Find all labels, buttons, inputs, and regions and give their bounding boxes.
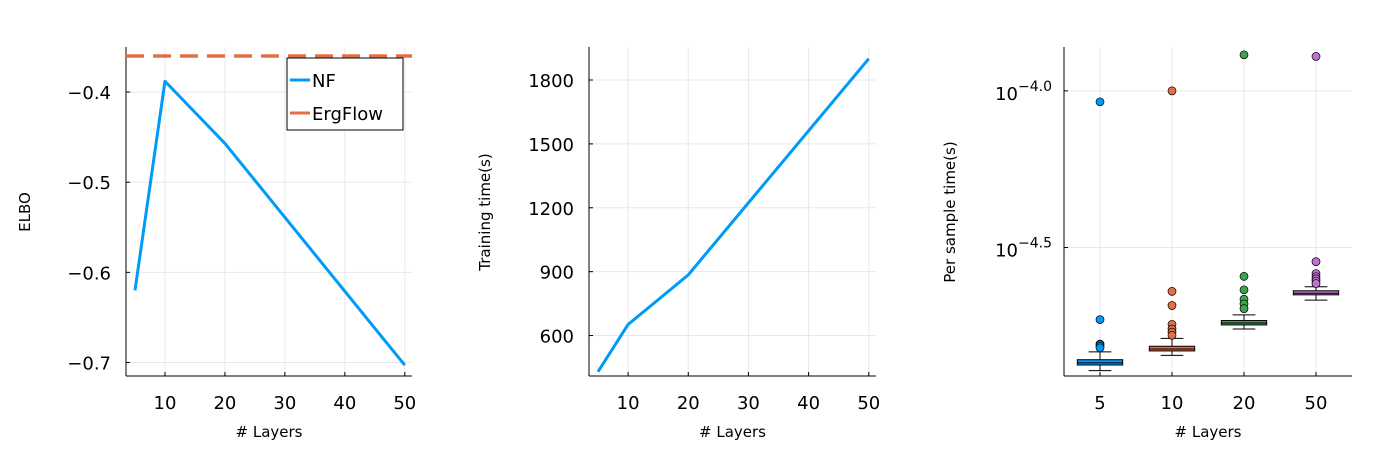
training-time-line	[596, 57, 870, 373]
training-time-panel: 10 20 30 40 50 600 900 1200 1500 1800 # Layers Trai…	[476, 47, 880, 441]
x-tick-label: 50	[857, 393, 880, 414]
x-tick-label: 5	[1094, 393, 1105, 414]
x-tick-label: 10	[154, 393, 177, 414]
x-axis-label: # Layers	[1175, 423, 1242, 441]
y-tick-exponent: −4.0	[1018, 79, 1052, 95]
elbo-panel: 10 20 30 40 50 −0.4 −0.5 −0.6 −0.7 # Layers ELBO NF…	[16, 47, 416, 441]
y-tick-label: 1200	[528, 199, 574, 220]
legend-nf-label: NF	[312, 71, 336, 92]
y-tick-base: 10	[995, 84, 1018, 105]
x-axis-label: # Layers	[699, 423, 766, 441]
outlier-point	[1095, 97, 1105, 107]
x-tick-label: 40	[797, 393, 820, 414]
y-axis-label: Training time(s)	[476, 153, 494, 271]
y-tick-label: 1500	[528, 135, 574, 156]
y-tick-label: 900	[540, 263, 574, 284]
outlier-point	[1311, 257, 1321, 266]
x-tick-label: 20	[677, 393, 700, 414]
box-10	[1148, 86, 1196, 356]
legend-ergflow-label: ErgFlow	[312, 104, 383, 125]
y-tick-label: −0.7	[67, 353, 111, 374]
x-tick-label: 20	[1233, 393, 1256, 414]
y-tick-label: −0.6	[67, 263, 111, 284]
y-tick-exponent: −4.5	[1018, 236, 1052, 252]
outlier-point	[1167, 330, 1177, 340]
y-tick-base: 10	[995, 241, 1018, 262]
outlier-point	[1095, 315, 1105, 324]
outlier-point	[1167, 86, 1177, 96]
x-axis-label: # Layers	[236, 423, 303, 441]
y-tick-label: 1800	[528, 71, 574, 92]
legend: NF ErgFlow	[286, 57, 404, 131]
y-tick-label: 600	[540, 327, 574, 348]
y-axis-label: ELBO	[16, 192, 34, 232]
outlier-point	[1167, 287, 1177, 296]
x-tick-label: 30	[737, 393, 760, 414]
outlier-point	[1095, 343, 1105, 353]
box-20	[1220, 50, 1268, 330]
legend-box	[286, 57, 404, 131]
y-tick-label: 10−4.5	[995, 236, 1052, 262]
x-tick-label: 10	[1161, 393, 1184, 414]
outlier-point	[1239, 272, 1249, 281]
outlier-point	[1167, 301, 1177, 310]
x-tick-label: 10	[617, 393, 640, 414]
outlier-point	[1311, 52, 1321, 61]
y-tick-label: −0.5	[67, 173, 111, 194]
x-tick-label: 20	[213, 393, 236, 414]
x-tick-label: 50	[1305, 393, 1328, 414]
x-tick-label: 40	[333, 393, 356, 414]
outlier-point	[1239, 304, 1249, 313]
y-tick-label: 10−4.0	[995, 79, 1052, 105]
box-5	[1076, 97, 1124, 372]
nf-line	[133, 79, 406, 367]
y-tick-label: −0.4	[67, 83, 111, 104]
outlier-point	[1311, 279, 1321, 288]
outlier-point	[1239, 285, 1249, 295]
box-50	[1292, 52, 1340, 301]
x-tick-label: 30	[273, 393, 296, 414]
x-tick-label: 50	[393, 393, 416, 414]
outlier-point	[1239, 50, 1249, 60]
y-axis-label: Per sample time(s)	[941, 141, 959, 282]
